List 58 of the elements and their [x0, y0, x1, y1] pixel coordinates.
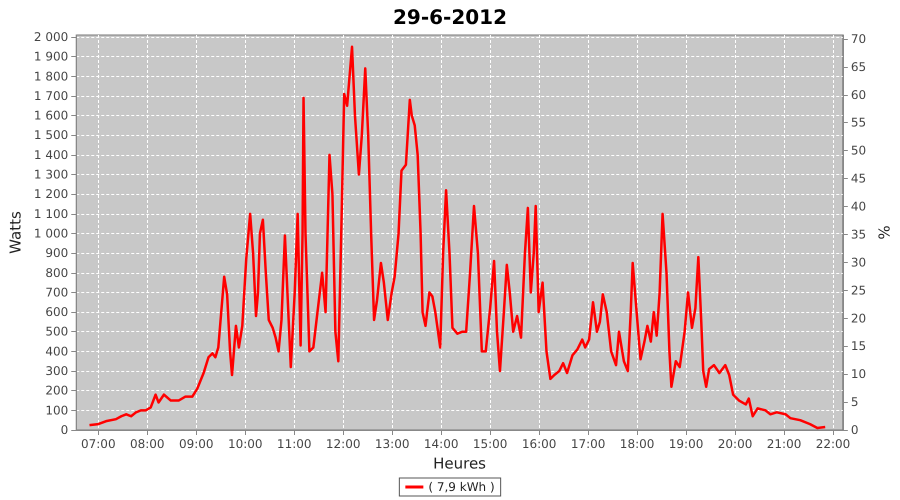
y2-tick-label: 50	[850, 144, 866, 158]
x-tick-label: 10:00	[228, 437, 263, 451]
y-tick-label: 1 300	[34, 168, 68, 182]
x-axis-title: Heures	[433, 454, 486, 472]
x-tick-label: 08:00	[130, 437, 165, 451]
y-tick-label: 2 000	[34, 30, 68, 44]
x-tick-label: 13:00	[374, 437, 410, 451]
x-tick-label: 12:00	[326, 437, 361, 451]
y2-tick-label: 20	[850, 311, 866, 326]
y-axis-title: Watts	[6, 211, 24, 254]
y-tick-label: 400	[45, 344, 68, 358]
y2-tick-label: 70	[850, 32, 866, 46]
y-tick-label: 500	[45, 324, 68, 339]
y2-tick-label: 35	[850, 227, 866, 242]
y-tick-label: 1 600	[34, 108, 68, 123]
y2-tick-label: 65	[850, 60, 866, 74]
y-tick-label: 700	[45, 285, 68, 300]
y-tick-label: 0	[60, 423, 68, 437]
y2-tick-label: 55	[850, 116, 866, 130]
y-tick-label: 300	[45, 364, 68, 378]
x-tick-label: 15:00	[472, 437, 508, 451]
y2-tick-label: 0	[850, 423, 858, 437]
x-tick-label: 17:00	[570, 437, 606, 451]
y-tick-label: 1 800	[34, 69, 68, 84]
x-tick-label: 16:00	[522, 437, 556, 451]
y-tick-label: 1 700	[34, 88, 68, 103]
x-tick-label: 21:00	[766, 437, 802, 451]
y-tick-label: 200	[45, 384, 68, 398]
x-tick-label: 07:00	[81, 437, 116, 451]
y2-tick-label: 15	[850, 339, 866, 354]
y2-axis-title: %	[876, 225, 894, 240]
y2-tick-label: 30	[850, 255, 866, 270]
x-tick-label: 19:00	[668, 437, 704, 451]
y2-tick-label: 25	[850, 283, 866, 298]
y-tick-label: 1 900	[34, 50, 68, 64]
y-tick-label: 1 200	[34, 187, 68, 202]
y-tick-label: 100	[45, 403, 68, 418]
y2-tick-label: 10	[850, 367, 866, 382]
y-tick-label: 1 100	[34, 206, 68, 221]
y2-tick-label: 40	[850, 200, 866, 214]
y2-tick-label: 60	[850, 88, 866, 102]
x-tick-label: 11:00	[276, 437, 312, 451]
x-tick-label: 20:00	[718, 437, 752, 451]
legend-label: ( 7,9 kWh )	[428, 480, 495, 494]
y-tick-label: 1 500	[34, 128, 68, 142]
x-tick-label: 09:00	[178, 437, 214, 451]
line-series	[88, 46, 826, 430]
y-tick-label: 1 000	[34, 226, 68, 240]
y-tick-label: 900	[45, 246, 68, 260]
x-tick-label: 22:00	[816, 437, 850, 451]
y-tick-label: 1 400	[34, 148, 68, 162]
y2-tick-label: 5	[850, 395, 858, 410]
chart-title: 29-6-2012	[392, 5, 508, 29]
y-tick-label: 600	[45, 305, 68, 320]
x-tick-label: 14:00	[424, 437, 458, 451]
y2-tick-label: 45	[850, 172, 866, 186]
y-tick-label: 800	[45, 266, 68, 280]
x-tick-label: 18:00	[620, 437, 654, 451]
